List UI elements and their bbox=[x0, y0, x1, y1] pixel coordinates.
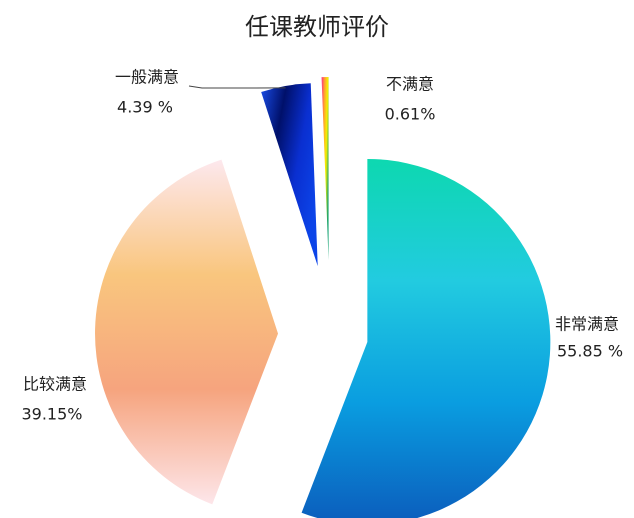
slice-label: 一般满意 bbox=[115, 68, 179, 87]
pie-slice bbox=[321, 77, 329, 261]
slice-label: 比较满意 bbox=[23, 375, 87, 394]
slice-label: 非常满意 bbox=[555, 315, 619, 334]
leader-line bbox=[188, 85, 286, 89]
value-label: 55.85 % bbox=[557, 342, 623, 361]
slice-label: 不满意 bbox=[386, 75, 434, 94]
value-label: 0.61% bbox=[385, 105, 436, 124]
pie-slice bbox=[301, 158, 551, 518]
chart-title: 任课教师评价 bbox=[245, 13, 389, 41]
value-label: 39.15% bbox=[21, 405, 82, 424]
pie-slice bbox=[261, 83, 318, 267]
pie-slice bbox=[95, 159, 279, 505]
value-label: 4.39 % bbox=[117, 98, 173, 117]
